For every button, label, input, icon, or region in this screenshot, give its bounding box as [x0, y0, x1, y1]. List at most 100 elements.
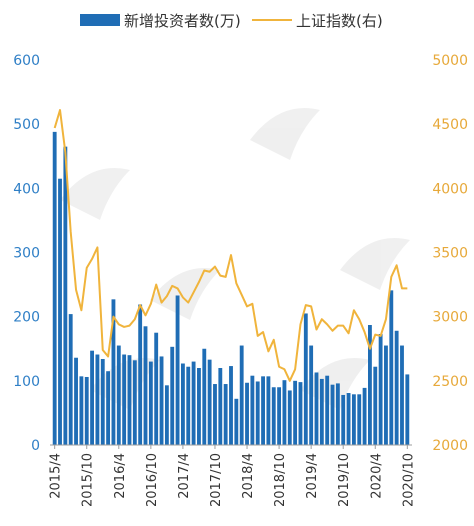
bar-2016-5	[122, 354, 127, 445]
bar-2016-12	[159, 356, 164, 445]
x-axis-tick-label: 2020/10	[401, 453, 416, 507]
right-axis-tick-label: 3000	[432, 310, 468, 326]
x-axis-tick-label: 2015/10	[81, 453, 96, 507]
bar-2015-5	[58, 178, 62, 445]
bar-2019-2	[298, 382, 303, 445]
bar-2018-11	[282, 380, 287, 445]
bar-2016-10	[148, 361, 153, 445]
bar-2016-11	[154, 332, 159, 445]
bar-2019-12	[351, 394, 356, 445]
right-axis-tick-label: 5000	[432, 53, 468, 69]
x-axis-tick-label: 2016/10	[145, 453, 160, 507]
left-axis-tick-label: 100	[13, 374, 40, 390]
index-line	[53, 109, 408, 382]
x-axis-tick-label: 2020/4	[369, 453, 384, 499]
right-axis-tick-label: 2500	[432, 374, 468, 390]
bar-2017-4	[180, 363, 185, 445]
bar-2016-7	[132, 360, 137, 445]
bar-2018-8	[266, 376, 271, 445]
bar-2019-3	[303, 313, 308, 445]
bar-2019-9	[335, 383, 340, 445]
left-axis-tick-label: 400	[13, 181, 40, 197]
bar-2019-11	[346, 393, 351, 445]
bar-series	[52, 131, 410, 446]
bar-2015-9	[79, 376, 84, 445]
x-axis-tick-label: 2018/10	[273, 453, 288, 507]
bar-2018-6	[255, 381, 260, 445]
bar-2020-4	[373, 366, 378, 445]
bar-2016-9	[143, 326, 148, 445]
bar-2019-10	[341, 394, 346, 445]
left-axis-tick-label: 300	[13, 246, 40, 262]
bar-2019-5	[314, 372, 319, 445]
bar-2018-2	[234, 398, 239, 445]
bar-2018-9	[271, 387, 276, 445]
bar-2019-8	[330, 384, 335, 445]
bar-2018-5	[250, 375, 255, 445]
legend-bar-swatch	[80, 14, 120, 26]
left-axis-tick-label: 200	[13, 310, 40, 326]
bar-2020-3	[368, 325, 372, 445]
bar-2015-7	[68, 314, 73, 445]
bar-2015-6	[63, 146, 68, 446]
bar-2016-6	[127, 355, 132, 445]
bar-2017-1	[164, 385, 169, 445]
x-axis-ticks: 2015/4 2015/10 2016/4 2016/10 2017/4 2017/10 2…	[49, 445, 416, 507]
bar-2018-10	[277, 387, 282, 445]
bar-2015-11	[90, 350, 94, 445]
bar-2017-2	[170, 346, 175, 445]
x-axis-tick-label: 2017/4	[177, 453, 192, 499]
bar-2016-1	[100, 359, 105, 445]
bar-2020-1	[357, 394, 362, 445]
bar-2015-12	[95, 354, 100, 445]
bar-2019-6	[319, 378, 324, 445]
bar-2017-8	[202, 348, 207, 445]
right-axis-tick-label: 2000	[432, 438, 468, 454]
bar-2018-7	[261, 376, 265, 445]
legend: 新增投资者数(万) 上证指数(右)	[80, 12, 383, 30]
right-axis-tick-label: 3500	[432, 246, 468, 262]
bar-2015-4	[52, 131, 57, 445]
bar-2020-7	[389, 290, 394, 445]
bar-2018-12	[287, 390, 292, 445]
x-axis-tick-label: 2016/4	[113, 453, 128, 499]
bar-2017-5	[186, 366, 191, 445]
x-axis-tick-label: 2015/4	[49, 453, 64, 499]
x-axis-tick-label: 2019/4	[305, 453, 320, 499]
bar-2019-4	[309, 345, 314, 445]
bar-2020-6	[384, 345, 388, 445]
right-axis-tick-label: 4000	[432, 181, 468, 197]
x-axis-tick-label: 2017/10	[209, 453, 224, 507]
right-axis-tick-label: 4500	[432, 117, 468, 133]
bar-2016-2	[106, 371, 111, 445]
legend-bar-label: 新增投资者数(万)	[124, 12, 241, 30]
x-axis-tick-label: 2019/10	[337, 453, 352, 507]
bar-2018-4	[245, 382, 249, 445]
bar-2017-7	[197, 368, 201, 445]
bar-2020-10	[405, 374, 410, 445]
left-axis-ticks: 0 100 200 300 400 500 600	[13, 53, 40, 454]
bar-2015-10	[84, 376, 89, 445]
bar-2020-9	[400, 345, 404, 445]
bar-2016-4	[116, 345, 121, 445]
bar-2017-12	[223, 384, 228, 445]
bar-2020-2	[362, 387, 367, 445]
bar-2019-7	[325, 375, 330, 445]
bar-2017-6	[191, 361, 196, 445]
x-axis-tick-label: 2018/4	[241, 453, 256, 499]
bar-2018-3	[239, 345, 244, 445]
bar-2017-10	[213, 384, 217, 445]
left-axis-tick-label: 0	[31, 438, 40, 454]
right-axis-ticks: 2000 2500 3000 3500 4000 4500 5000	[432, 53, 468, 454]
legend-line-label: 上证指数(右)	[296, 12, 383, 30]
bar-2017-9	[207, 359, 212, 445]
bar-2019-1	[293, 380, 298, 445]
bar-2015-8	[74, 357, 78, 445]
bar-2017-3	[175, 295, 180, 445]
bar-2018-1	[229, 366, 233, 445]
bar-2016-8	[138, 304, 143, 445]
left-axis-tick-label: 500	[13, 117, 40, 133]
bar-2020-5	[378, 333, 383, 445]
bar-2020-8	[394, 330, 399, 445]
